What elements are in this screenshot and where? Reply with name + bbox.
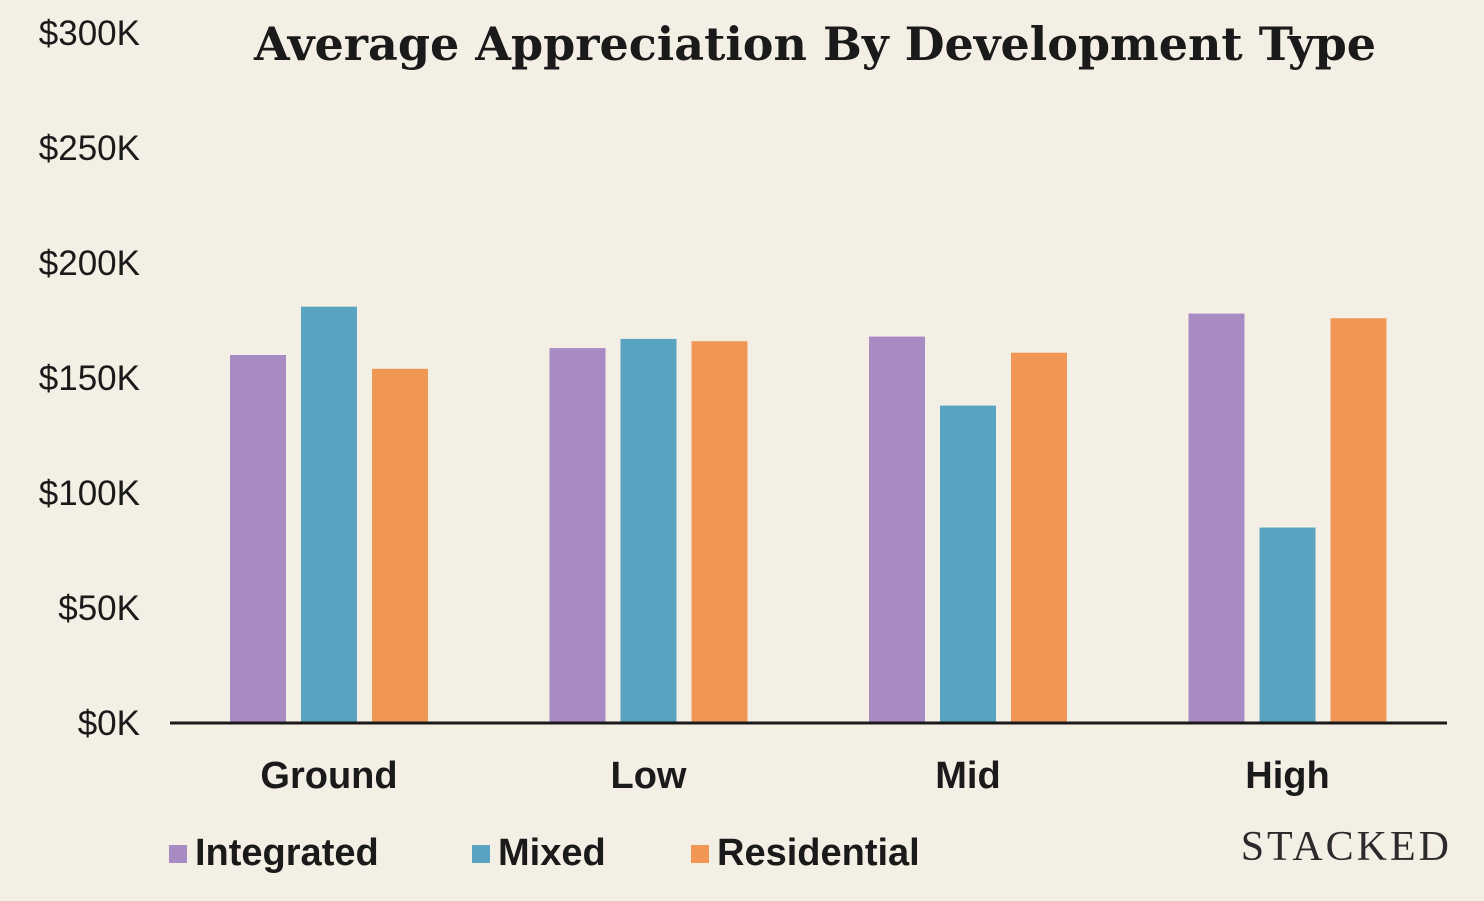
y-tick-label: $150K: [39, 359, 140, 398]
legend-label-mixed: Mixed: [498, 832, 606, 874]
legend-swatch-residential: [691, 845, 709, 863]
bar-integrated-mid: [869, 336, 925, 723]
y-tick-label: $250K: [39, 129, 140, 168]
bar-mixed-high: [1259, 527, 1316, 723]
x-tick-label: Low: [611, 755, 687, 797]
legend-swatch-integrated: [169, 845, 187, 863]
bar-mixed-mid: [940, 405, 996, 723]
bar-mixed-low: [620, 338, 677, 723]
legend-swatch-mixed: [472, 845, 490, 863]
bar-residential-low: [691, 341, 748, 723]
bar-integrated-ground: [230, 355, 286, 723]
legend: Integrated Mixed Residential: [169, 832, 920, 874]
y-tick-label: $0K: [78, 704, 140, 743]
y-tick-label: $100K: [39, 474, 140, 513]
brand-logo: STACKED: [1241, 824, 1452, 870]
y-tick-label: $200K: [39, 244, 140, 283]
x-tick-label: Mid: [935, 755, 1000, 797]
bar-residential-ground: [372, 368, 428, 723]
y-tick-label: $300K: [39, 14, 140, 53]
bar-mixed-ground: [301, 306, 357, 723]
bar-residential-mid: [1011, 352, 1067, 723]
x-tick-label: Ground: [260, 755, 397, 797]
bars: [230, 306, 1387, 723]
bar-residential-high: [1330, 318, 1387, 723]
y-axis-ticks: $0K $50K $100K $150K $200K $250K $300K: [39, 14, 140, 743]
legend-label-residential: Residential: [717, 832, 920, 874]
bar-integrated-high: [1188, 313, 1245, 723]
x-tick-label: High: [1245, 755, 1329, 797]
bar-integrated-low: [549, 348, 606, 723]
x-axis-ticks: Ground Low Mid High: [260, 755, 1329, 797]
legend-label-integrated: Integrated: [195, 832, 379, 874]
chart-title: Average Appreciation By Development Type: [253, 17, 1376, 71]
y-tick-label: $50K: [58, 589, 140, 628]
